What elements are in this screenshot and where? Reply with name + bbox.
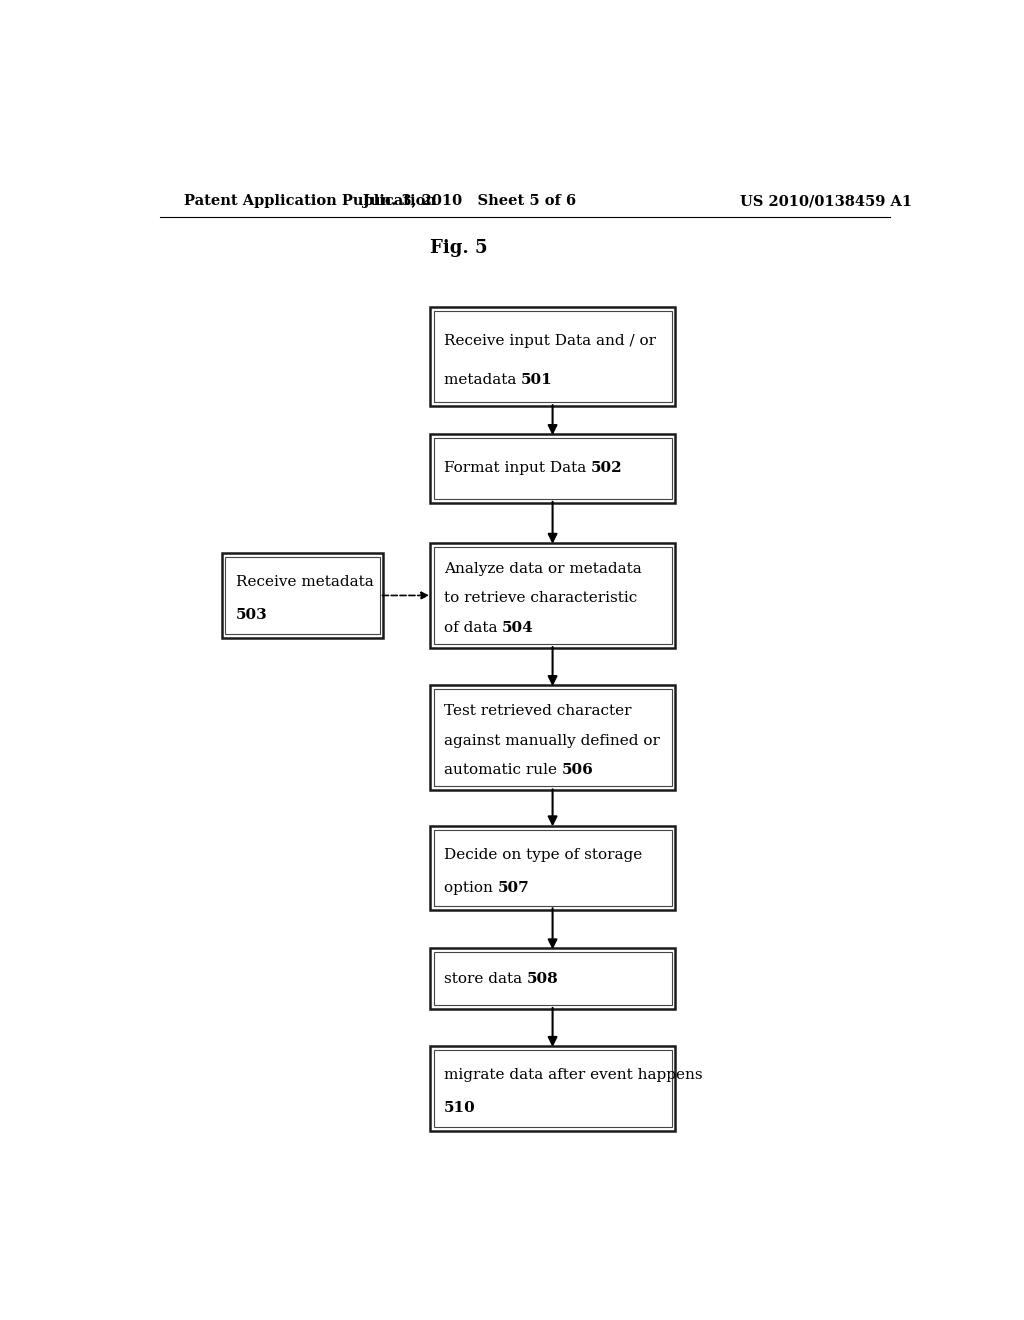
Text: 504: 504: [502, 620, 534, 635]
Text: 507: 507: [498, 880, 529, 895]
Text: Receive metadata: Receive metadata: [236, 576, 374, 589]
Text: of data: of data: [443, 620, 502, 635]
Bar: [225, 557, 380, 634]
Text: against manually defined or: against manually defined or: [443, 734, 659, 747]
Text: Test retrieved character: Test retrieved character: [443, 705, 632, 718]
Bar: [433, 830, 672, 906]
Text: metadata: metadata: [443, 374, 521, 388]
Text: store data: store data: [443, 972, 527, 986]
Text: Format input Data: Format input Data: [443, 462, 591, 475]
Bar: [430, 306, 675, 407]
Text: Jun. 3, 2010   Sheet 5 of 6: Jun. 3, 2010 Sheet 5 of 6: [362, 194, 575, 209]
Bar: [433, 689, 672, 785]
Text: automatic rule: automatic rule: [443, 763, 562, 777]
Text: Fig. 5: Fig. 5: [430, 239, 487, 257]
Text: 501: 501: [521, 374, 553, 388]
Bar: [222, 553, 383, 638]
Bar: [430, 1047, 675, 1131]
Text: Patent Application Publication: Patent Application Publication: [183, 194, 435, 209]
Bar: [430, 434, 675, 503]
Bar: [433, 438, 672, 499]
Text: 510: 510: [443, 1101, 475, 1115]
Bar: [433, 1051, 672, 1126]
Text: option: option: [443, 880, 498, 895]
Text: Decide on type of storage: Decide on type of storage: [443, 847, 642, 862]
Bar: [433, 952, 672, 1005]
Bar: [430, 948, 675, 1008]
Text: 508: 508: [527, 972, 559, 986]
Text: 506: 506: [562, 763, 594, 777]
Bar: [430, 543, 675, 648]
Bar: [430, 685, 675, 791]
Text: Receive input Data and / or: Receive input Data and / or: [443, 334, 655, 347]
Bar: [433, 312, 672, 403]
Text: migrate data after event happens: migrate data after event happens: [443, 1068, 702, 1082]
Text: 502: 502: [591, 462, 623, 475]
Text: 503: 503: [236, 609, 267, 622]
Bar: [430, 826, 675, 909]
Text: US 2010/0138459 A1: US 2010/0138459 A1: [740, 194, 912, 209]
Text: to retrieve characteristic: to retrieve characteristic: [443, 591, 637, 606]
Bar: [433, 548, 672, 644]
Text: Analyze data or metadata: Analyze data or metadata: [443, 562, 642, 576]
